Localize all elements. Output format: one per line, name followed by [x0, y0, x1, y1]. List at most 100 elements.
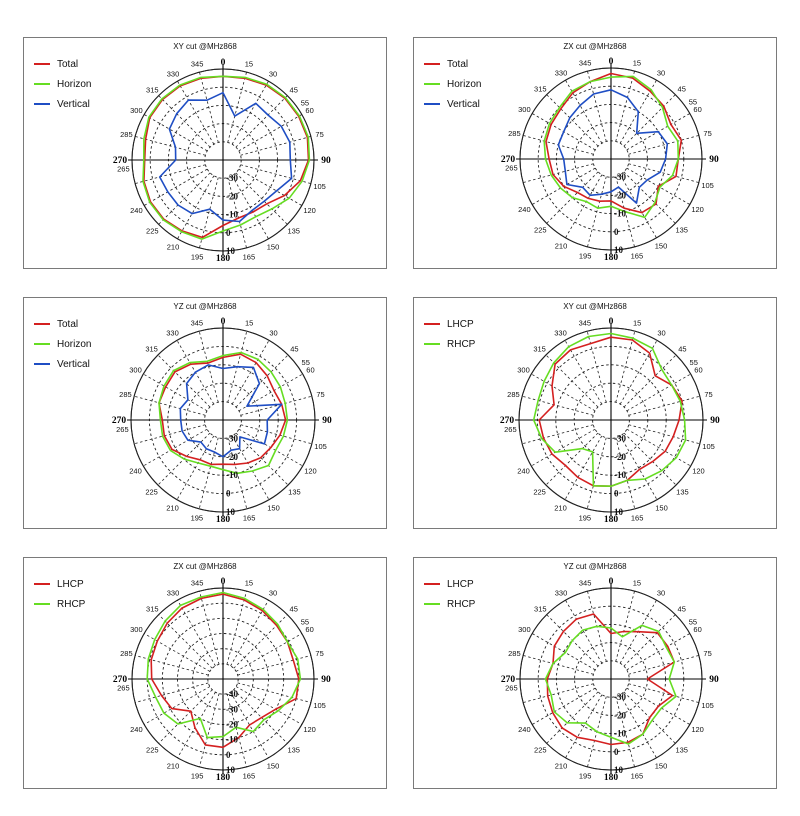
- angle-label: 15: [245, 59, 253, 68]
- grid-spoke: [587, 70, 607, 142]
- angle-label: 60: [694, 366, 702, 375]
- radial-tick-label: 10: [614, 765, 624, 775]
- grid-spoke: [177, 175, 215, 240]
- chart-title: YZ cut @MHz868: [173, 302, 237, 311]
- series-line: [158, 91, 293, 223]
- angle-label: 75: [703, 649, 711, 658]
- angle-label: 15: [245, 578, 253, 587]
- legend-swatch: [34, 363, 50, 365]
- angle-label: 75: [703, 129, 711, 138]
- grid-spoke: [623, 94, 676, 147]
- radial-tick-label: -30: [614, 172, 626, 182]
- grid-spoke: [158, 689, 213, 744]
- series-line: [146, 591, 302, 739]
- angle-label: 120: [303, 725, 316, 734]
- grid-spoke: [628, 163, 700, 183]
- grid-spoke: [227, 177, 247, 249]
- angle-label: 135: [288, 487, 301, 496]
- legend: Total Horizon Vertical: [34, 314, 91, 374]
- chart-title: XY cut @MHz868: [173, 42, 237, 51]
- angle-label: 270: [112, 416, 127, 426]
- angle-label: 30: [657, 329, 665, 338]
- legend-label: Horizon: [57, 78, 92, 90]
- series-line: [532, 332, 687, 487]
- radial-tick-label: 10: [614, 245, 624, 255]
- angle-label: 195: [191, 514, 204, 523]
- radial-tick-label: -30: [614, 433, 626, 443]
- legend-swatch: [424, 63, 440, 65]
- grid-spoke: [134, 164, 206, 184]
- angle-label: 45: [678, 84, 686, 93]
- radial-tick-label: -20: [226, 191, 238, 201]
- angle-label: 75: [315, 649, 323, 658]
- angle-label: 45: [290, 604, 298, 613]
- angle-label: 60: [693, 625, 701, 634]
- grid-spoke: [615, 437, 636, 509]
- legend-swatch: [34, 343, 50, 345]
- grid-spoke: [522, 655, 594, 675]
- legend-swatch: [424, 583, 440, 585]
- grid-spoke: [198, 437, 219, 509]
- legend: LHCP RHCP: [424, 314, 475, 354]
- radial-tick-label: -10: [614, 729, 626, 739]
- grid-spoke: [522, 424, 594, 445]
- grid-spoke: [134, 655, 209, 676]
- angle-label: 165: [243, 253, 256, 262]
- legend-swatch: [34, 63, 50, 65]
- chart-panel-3: YZ cut @MHz868 Total Horizon Vertical -3…: [23, 297, 387, 529]
- series-line: [543, 75, 680, 219]
- angle-label: 225: [533, 487, 546, 496]
- legend-label: Vertical: [57, 98, 90, 110]
- radial-tick-label: 10: [226, 765, 236, 775]
- radial-tick-label: -20: [614, 710, 626, 720]
- angle-label: 90: [321, 156, 331, 166]
- legend-item: Vertical: [34, 94, 91, 114]
- radial-tick-label: 10: [226, 507, 236, 517]
- angle-label: 165: [631, 772, 644, 781]
- radial-tick-label: -20: [226, 452, 238, 462]
- angle-label: 180: [604, 253, 619, 263]
- grid-spoke: [199, 590, 220, 665]
- angle-label: 330: [167, 588, 180, 597]
- legend-label: Total: [447, 58, 469, 70]
- angle-label: 270: [113, 156, 128, 166]
- angle-label: 90: [710, 416, 720, 426]
- radial-tick-label: -30: [226, 433, 238, 443]
- angle-label: 90: [322, 416, 332, 426]
- legend-swatch: [34, 583, 50, 585]
- angle-label: 30: [269, 588, 277, 597]
- angle-label: 210: [554, 503, 567, 512]
- angle-label: 150: [267, 243, 280, 252]
- angle-label: 315: [533, 345, 546, 354]
- angle-label: 330: [166, 329, 179, 338]
- grid-spoke: [565, 79, 603, 144]
- radial-tick-label: -30: [226, 173, 238, 183]
- angle-label: 285: [508, 129, 521, 138]
- angle-label: 265: [505, 164, 518, 173]
- angle-label: 210: [555, 242, 568, 251]
- radial-tick-label: 10: [614, 507, 624, 517]
- angle-label: 30: [269, 329, 277, 338]
- angle-label: 165: [243, 772, 256, 781]
- angle-label: 120: [691, 205, 704, 214]
- angle-label: 315: [534, 84, 547, 93]
- grid-spoke: [564, 435, 603, 500]
- legend-label: Vertical: [447, 98, 480, 110]
- series-line: [142, 75, 311, 240]
- legend-item: Total: [34, 54, 91, 74]
- series-line: [546, 613, 676, 746]
- grid-spoke: [235, 172, 288, 225]
- legend: Total Horizon Vertical: [424, 54, 481, 114]
- grid-spoke: [628, 135, 700, 155]
- angle-label: 105: [313, 182, 326, 191]
- angle-label: 345: [579, 58, 592, 67]
- angle-label: 30: [269, 69, 277, 78]
- angle-label: 150: [655, 242, 668, 251]
- radial-tick-label: -10: [226, 470, 238, 480]
- angle-label: 165: [631, 514, 644, 523]
- grid-spoke: [177, 80, 215, 145]
- angle-label: 300: [518, 625, 531, 634]
- radial-tick-label: 0: [614, 747, 619, 757]
